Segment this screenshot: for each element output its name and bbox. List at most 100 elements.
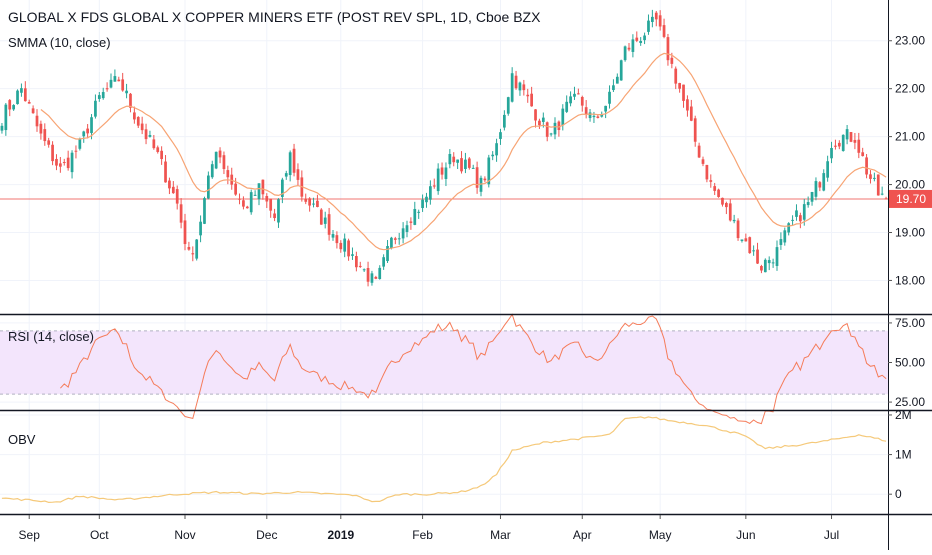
candle-body [304,198,308,202]
candle-body [292,148,296,173]
candle-body [503,114,506,128]
candle [736,218,740,241]
candle-body [331,234,335,238]
candle-body [740,239,744,241]
candle [421,194,424,212]
candle [319,208,323,225]
candle-body [604,105,607,112]
candle [674,66,678,90]
price-axis-tick-label: 18.00 [895,273,925,287]
candle [721,197,724,207]
candle-body [510,73,514,102]
candle-body [845,129,849,140]
candle [304,193,308,205]
candle-body [857,139,861,153]
x-axis-tick-label: Nov [174,528,195,542]
candle-body [627,47,631,50]
candle [425,192,428,208]
candle-body [374,276,378,279]
candle-body [713,186,717,191]
candle-body [425,196,428,203]
candle-body [86,128,89,134]
candle [129,92,132,113]
candle-body [487,157,491,185]
candle-body [869,174,872,179]
candle [779,232,783,250]
candle-body [701,159,705,164]
candle-body [873,177,876,179]
candle-body [612,85,615,91]
candle [210,160,214,179]
candle-body [370,273,374,283]
candle-body [448,153,452,165]
rsi-legend-label: RSI (14, close) [8,329,94,344]
candle-body [78,139,82,149]
candle-body [709,180,713,182]
candle [467,157,471,170]
candle [27,99,31,104]
candle-body [514,75,518,89]
candle-body [460,158,463,172]
candle-body [47,140,51,145]
candle-body [506,97,510,114]
candle-body [386,246,389,262]
candle [639,37,643,46]
candle [865,154,868,179]
candle [569,91,572,107]
candle [86,124,89,139]
candle [760,264,763,274]
candle-body [806,202,810,206]
candle-body [697,145,701,158]
candle [16,89,19,105]
candle [308,197,311,212]
candle-body [705,164,709,180]
candle [160,146,163,165]
candle [615,73,619,84]
candle-body [752,250,755,252]
candle-body [608,91,611,104]
candle [713,182,717,196]
candle-body [113,76,117,82]
candle [59,157,62,173]
candle [409,217,413,230]
candle-body [577,93,580,95]
candle [701,156,705,167]
candle-body [526,94,530,97]
candle [744,233,748,242]
candle [242,196,245,210]
candle-body [23,88,27,102]
smma-line [40,52,887,251]
candle [179,198,183,229]
candle [281,177,284,204]
candle [503,110,506,131]
candle [709,174,713,188]
candle [553,117,557,140]
candle-body [94,100,97,117]
candle-body [830,147,833,159]
candle-body [319,209,323,225]
candle-body [74,150,78,152]
candle-body [693,118,697,142]
candle-body [756,249,759,264]
candle-body [218,150,222,158]
x-axis-tick-label: Feb [412,528,433,542]
candle [561,104,565,131]
obv-axis-tick-label: 0 [895,487,902,501]
candle [366,261,370,287]
candle-body [308,198,311,206]
candle-body [390,237,393,248]
candle-body [203,198,206,224]
candle [156,145,160,154]
candle-body [763,259,767,273]
candle [47,137,51,148]
candle-body [405,225,409,232]
candle [296,163,300,186]
candle-body [253,194,257,196]
candle [483,176,487,183]
candle [689,99,693,122]
candle [358,261,362,268]
candle-body [779,239,783,245]
candle-body [296,169,300,180]
